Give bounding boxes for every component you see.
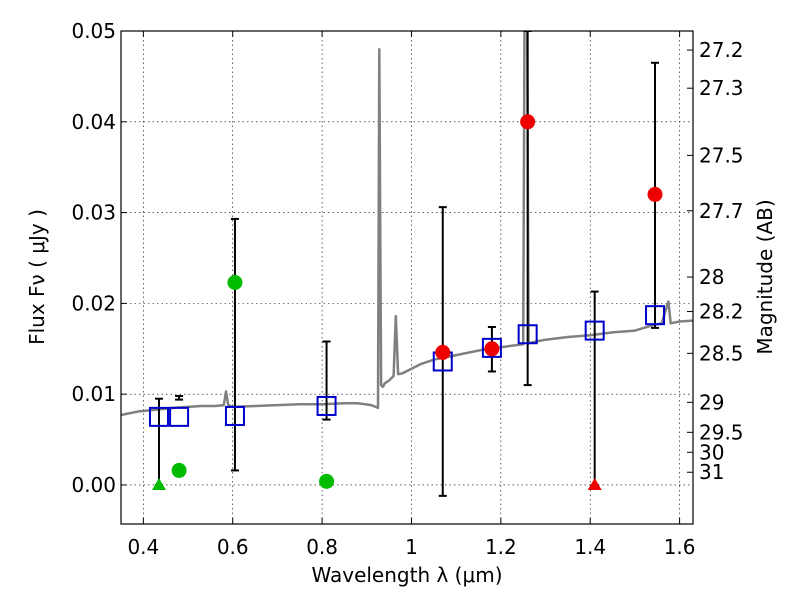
x-tick-label: 1.6 bbox=[664, 535, 696, 559]
model-square-point bbox=[517, 324, 538, 345]
y-tick-label: 0.00 bbox=[71, 473, 116, 497]
y2-axis-label: Magnitude (AB) bbox=[753, 199, 777, 354]
flux-point bbox=[435, 344, 451, 360]
flux-point bbox=[484, 341, 500, 357]
flux-point bbox=[319, 473, 335, 489]
y-tick-label: 0.03 bbox=[71, 201, 116, 225]
y-axis-label: Flux Fν ( μJy ) bbox=[25, 209, 49, 345]
model-square-point bbox=[584, 320, 605, 341]
x-tick-label: 1.2 bbox=[485, 535, 517, 559]
y2-tick-label: 27.7 bbox=[699, 199, 744, 223]
x-tick-label: 0.8 bbox=[306, 535, 338, 559]
model-square-point bbox=[169, 406, 190, 427]
model-square-point bbox=[224, 405, 245, 426]
flux-point bbox=[171, 462, 187, 478]
model-square-point bbox=[481, 337, 502, 358]
y2-tick-label: 28.2 bbox=[699, 300, 744, 324]
x-tick-label: 0.4 bbox=[127, 535, 159, 559]
x-tick-label: 1.4 bbox=[574, 535, 606, 559]
model-square-point bbox=[148, 406, 169, 427]
x-tick-label: 0.6 bbox=[217, 535, 249, 559]
flux-point bbox=[647, 186, 663, 202]
y2-tick-label: 27.3 bbox=[699, 76, 744, 100]
y2-tick-label: 29.5 bbox=[699, 420, 744, 444]
y2-tick-label: 30 bbox=[699, 440, 724, 464]
x-tick-label: 1 bbox=[405, 535, 418, 559]
axis-ticks bbox=[121, 30, 693, 524]
y-tick-label: 0.02 bbox=[71, 291, 116, 315]
y2-tick-label: 28 bbox=[699, 265, 724, 289]
y2-tick-label: 31 bbox=[699, 460, 724, 484]
y-tick-label: 0.05 bbox=[71, 19, 116, 43]
x-axis-label: Wavelength λ (μm) bbox=[311, 563, 502, 587]
spectrum-line bbox=[121, 31, 693, 417]
model-square-point bbox=[645, 305, 666, 326]
y2-tick-label: 29 bbox=[699, 390, 724, 414]
y2-tick-label: 28.5 bbox=[699, 341, 744, 365]
y2-tick-label: 27.5 bbox=[699, 143, 744, 167]
plot-area bbox=[121, 31, 693, 497]
plot-frame bbox=[120, 30, 694, 525]
flux-point bbox=[227, 274, 243, 290]
model-square-point bbox=[316, 395, 337, 416]
grid-lines bbox=[121, 30, 693, 524]
upper-limit-triangle bbox=[587, 477, 602, 490]
y-tick-label: 0.01 bbox=[71, 382, 116, 406]
upper-limit-triangle bbox=[151, 477, 166, 490]
flux-point bbox=[520, 114, 536, 130]
y2-tick-label: 27.2 bbox=[699, 38, 744, 62]
y-tick-label: 0.04 bbox=[71, 110, 116, 134]
